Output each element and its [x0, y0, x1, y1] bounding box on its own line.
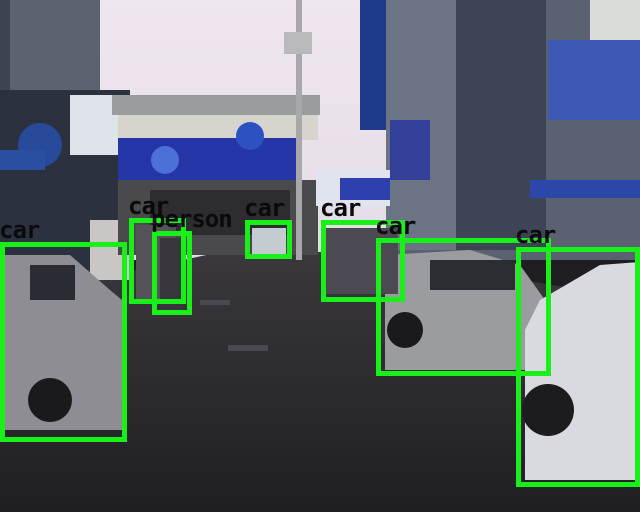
detection-label: car [244, 194, 285, 222]
car-bounding-box: car [515, 222, 640, 487]
car-bounding-box: car [0, 217, 127, 442]
car-bounding-box: car [320, 195, 405, 302]
detection-label: car [515, 221, 556, 249]
detection-label: person [151, 205, 233, 233]
detection-label: car [128, 192, 169, 220]
detection-label: car [0, 216, 40, 244]
car-bounding-box: car [375, 213, 551, 376]
car-bounding-box: car [128, 193, 186, 304]
detection-label: car [320, 194, 361, 222]
person-bounding-box: person [151, 206, 233, 315]
detection-label: car [375, 212, 416, 240]
car-bounding-box: car [244, 195, 292, 259]
